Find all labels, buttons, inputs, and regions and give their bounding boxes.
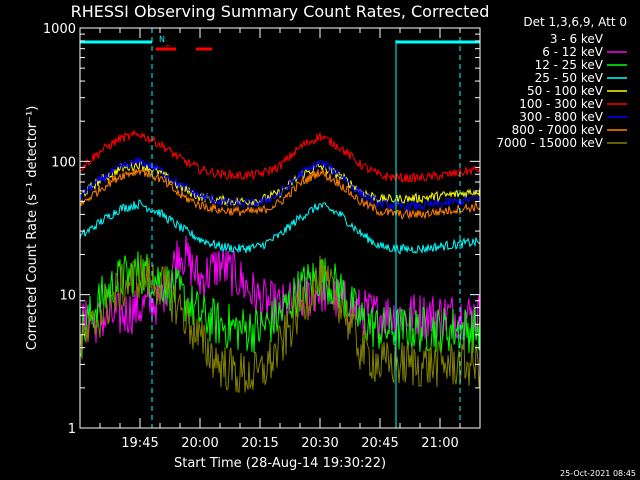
legend-label: 3 - 6 keV [550, 32, 604, 46]
series-line-6 [79, 156, 481, 213]
legend-title: Det 1,3,6,9, Att 0 [523, 15, 627, 29]
legend-label: 7000 - 15000 keV [496, 136, 603, 150]
x-tick-label: 21:00 [421, 436, 458, 451]
series-line-7 [79, 168, 481, 220]
legend-label: 50 - 100 keV [527, 84, 604, 98]
legend-label: 100 - 300 keV [519, 97, 603, 111]
y-axis-label: Corrected Count Rate (s⁻¹ detector⁻¹) [25, 106, 40, 351]
time-markers [151, 28, 461, 428]
x-tick-label: 20:00 [181, 436, 218, 451]
x-tick-label: 19:45 [121, 436, 158, 451]
y-tick-label: 1000 [43, 22, 76, 37]
legend-label: 25 - 50 keV [535, 71, 604, 85]
legend-label: 800 - 7000 keV [512, 123, 604, 137]
x-axis-label: Start Time (28-Aug-14 19:30:22) [174, 456, 386, 471]
timestamp: 25-Oct-2021 08:45 [560, 469, 636, 478]
y-tick-label: 1 [68, 422, 76, 437]
y-tick-label: 100 [51, 155, 76, 170]
x-tick-label: 20:30 [301, 436, 338, 451]
series-line-3 [79, 199, 481, 255]
chart-title: RHESSI Observing Summary Count Rates, Co… [71, 2, 490, 21]
flag-label: N [159, 35, 165, 44]
flag-bars: NF [80, 35, 480, 53]
series-line-4 [79, 159, 481, 207]
series-lines [79, 129, 481, 430]
x-tick-label: 20:15 [241, 436, 278, 451]
legend-label: 300 - 800 keV [519, 110, 603, 124]
y-tick-label: 10 [59, 289, 76, 304]
series-line-2 [79, 251, 481, 357]
legend-label: 12 - 25 keV [535, 58, 604, 72]
series-line-0 [79, 272, 481, 430]
y-axis: 1 10 100 1000 [43, 22, 480, 437]
plot-frame [79, 27, 481, 429]
flag-label: F [166, 44, 171, 53]
series-line-8 [79, 254, 481, 394]
series-line-5 [79, 129, 481, 183]
x-axis: 19:45 20:00 20:15 20:30 20:45 21:00 [99, 28, 461, 451]
legend-label: 6 - 12 keV [542, 45, 604, 59]
series-line-1 [79, 235, 481, 346]
x-tick-label: 20:45 [361, 436, 398, 451]
